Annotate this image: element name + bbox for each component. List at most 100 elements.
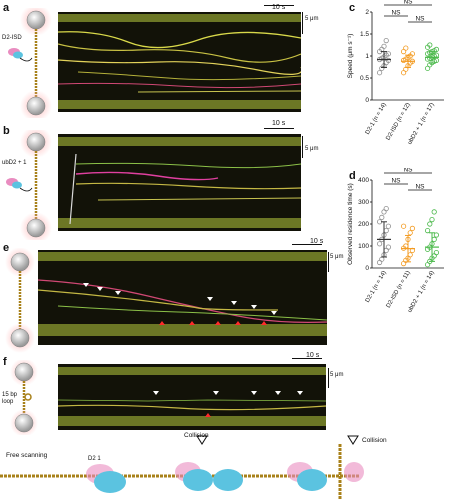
kymograph-e bbox=[38, 250, 327, 345]
data-point bbox=[409, 51, 416, 57]
dna-tether-diagram-e bbox=[5, 248, 35, 353]
collision-marker-icon bbox=[196, 435, 208, 445]
y-tick-label: 0 bbox=[365, 97, 369, 104]
data-point bbox=[381, 43, 387, 49]
category-label: D2-1 (n = 14) bbox=[365, 270, 388, 304]
data-point bbox=[403, 45, 409, 51]
y-tick-label: 400 bbox=[358, 177, 369, 184]
protein-label-bottom: D2 1 bbox=[88, 456, 101, 462]
significance-label: NS bbox=[415, 184, 425, 191]
collision-label-2: Collision bbox=[362, 437, 387, 444]
arrowhead-white-icon bbox=[83, 283, 89, 287]
kymograph-b bbox=[58, 134, 301, 231]
arrowhead-red-icon bbox=[189, 321, 195, 325]
arrowhead-red-icon bbox=[235, 321, 241, 325]
data-point bbox=[427, 42, 433, 48]
data-point bbox=[385, 244, 392, 250]
time-scale-bar-e bbox=[292, 244, 322, 245]
y-tick-label: 200 bbox=[358, 221, 369, 228]
data-point bbox=[385, 51, 392, 57]
kymograph-a bbox=[58, 12, 301, 112]
length-scale-bar-b bbox=[302, 136, 303, 158]
significance-label: NS bbox=[391, 178, 401, 185]
length-scale-label-b: 5 μm bbox=[305, 146, 319, 152]
category-label: D2-1 (n = 14) bbox=[365, 102, 388, 136]
protein-label-b: ubD2 + 1 bbox=[2, 160, 27, 166]
optical-bead-top bbox=[14, 362, 34, 382]
free-scanning-label: Free scanning bbox=[6, 452, 48, 459]
arrowhead-white-icon bbox=[213, 391, 219, 395]
arrowhead-white-icon bbox=[97, 287, 103, 291]
arrowhead-white-icon bbox=[115, 291, 121, 295]
panel-letter-f: f bbox=[3, 356, 7, 368]
arrowhead-white-icon bbox=[231, 301, 237, 305]
y-tick-label: 0 bbox=[365, 265, 369, 272]
y-tick-label: 1 bbox=[365, 53, 369, 60]
y-tick-label: 100 bbox=[358, 243, 369, 250]
optical-bead-bottom bbox=[26, 218, 46, 238]
y-tick-label: 2 bbox=[365, 9, 369, 16]
optical-bead-bottom bbox=[26, 96, 46, 116]
data-point bbox=[407, 230, 413, 236]
y-tick-label: 0.5 bbox=[360, 75, 369, 82]
optical-bead-bottom bbox=[10, 328, 30, 348]
arrowhead-white-icon bbox=[297, 391, 303, 395]
length-scale-label-a: 5 μm bbox=[305, 16, 319, 22]
data-point bbox=[431, 209, 437, 215]
data-point bbox=[376, 241, 383, 247]
data-point bbox=[433, 57, 440, 64]
data-point bbox=[407, 252, 413, 258]
arrowhead-red-icon bbox=[205, 413, 211, 417]
arrowhead-white-icon bbox=[251, 391, 257, 395]
protein-label-a: D2-ISD bbox=[2, 35, 22, 41]
panel-letter-c: c bbox=[349, 2, 356, 14]
time-scale-label-b: 10 s bbox=[272, 120, 286, 127]
significance-label: NS bbox=[391, 10, 401, 17]
time-scale-label-a: 10 s bbox=[272, 4, 286, 11]
panel-letter-d: d bbox=[349, 170, 356, 182]
collision-marker-icon bbox=[347, 435, 359, 445]
arrowhead-red-icon bbox=[261, 321, 267, 325]
arrowhead-red-icon bbox=[159, 321, 165, 325]
arrowhead-white-icon bbox=[275, 391, 281, 395]
data-point bbox=[427, 221, 433, 227]
optical-bead-top bbox=[26, 132, 46, 152]
length-scale-label-f: 5 μm bbox=[330, 372, 344, 378]
data-point bbox=[379, 256, 385, 262]
significance-label: NS bbox=[403, 168, 413, 174]
dna-tether-diagram-b bbox=[6, 130, 52, 240]
data-point bbox=[376, 70, 383, 76]
optical-bead-top bbox=[26, 10, 46, 30]
panel-letter-b: b bbox=[3, 125, 10, 137]
significance-label: NS bbox=[415, 16, 425, 23]
data-point bbox=[385, 57, 392, 64]
kymograph-f bbox=[58, 364, 326, 430]
dna-tether-diagram-a bbox=[8, 8, 52, 118]
time-scale-label-e: 10 s bbox=[310, 238, 324, 245]
y-axis-label: Observed residence time (s) bbox=[347, 183, 354, 265]
length-scale-bar-f bbox=[328, 368, 329, 388]
data-point bbox=[385, 223, 392, 229]
loop-label-f: 15 bp loop bbox=[2, 392, 18, 405]
data-point bbox=[433, 46, 440, 53]
optical-bead-bottom bbox=[14, 413, 34, 433]
y-tick-label: 1.5 bbox=[360, 31, 369, 38]
length-scale-bar-e bbox=[328, 252, 329, 272]
arrowhead-red-icon bbox=[215, 321, 221, 325]
time-scale-bar-b bbox=[264, 128, 294, 129]
arrowhead-white-icon bbox=[153, 391, 159, 395]
data-point bbox=[429, 216, 435, 223]
data-point bbox=[431, 236, 437, 243]
arrowhead-white-icon bbox=[251, 305, 257, 309]
data-point bbox=[433, 250, 440, 256]
dna-loop-icon bbox=[24, 393, 32, 401]
category-label: D2-ISD (n = 11) bbox=[386, 270, 412, 309]
optical-bead-top bbox=[10, 252, 30, 272]
significance-label: NS bbox=[403, 0, 413, 6]
category-label: ubD2 + 1 (n = 14) bbox=[407, 270, 436, 314]
collision-schematic bbox=[0, 435, 364, 500]
data-point bbox=[425, 227, 431, 234]
length-scale-bar-a bbox=[302, 12, 303, 34]
chart-c: 0 0.5 1 1.5 2 Speed (μm s⁻¹) D2-1 (n = 14)D2-I… bbox=[347, 0, 444, 146]
data-point bbox=[400, 223, 407, 229]
